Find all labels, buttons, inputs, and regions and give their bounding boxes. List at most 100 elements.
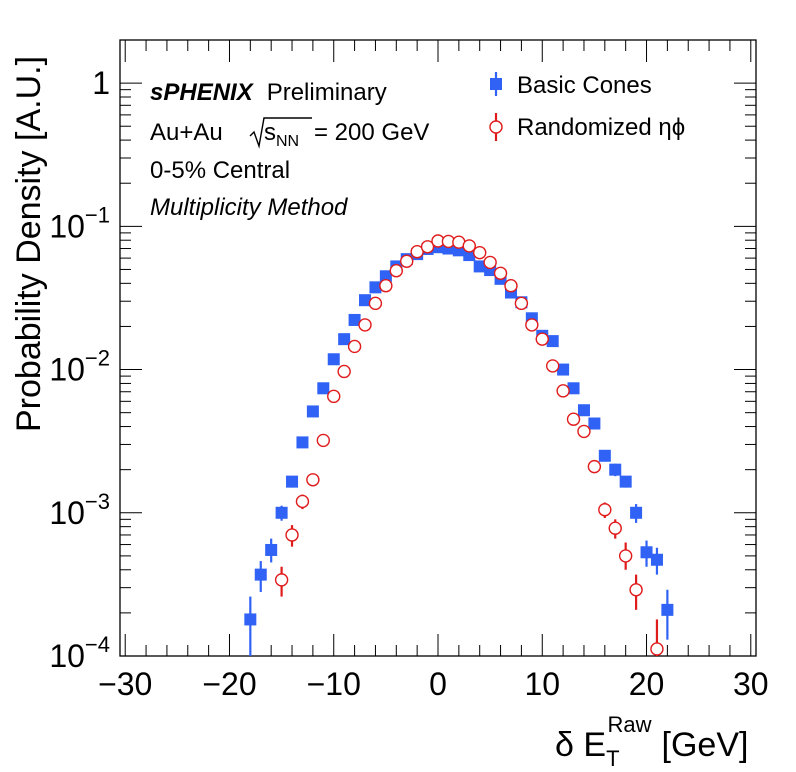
randomized-point <box>566 412 581 426</box>
y-tick-exponent: −2 <box>85 346 110 371</box>
randomized-point <box>327 389 341 404</box>
basic-cones-point <box>327 353 340 366</box>
legend: Basic Cones Randomized ηϕ <box>489 72 685 141</box>
randomized-point <box>608 521 622 535</box>
x-axis-title: δ ET Raw [GeV] <box>555 712 748 771</box>
brand-label: sPHENIX <box>150 79 255 106</box>
randomized-point <box>577 424 591 439</box>
y-tick-label: 10−3 <box>49 489 110 531</box>
randomized-point <box>295 494 310 509</box>
sqrt-symbol <box>249 117 312 149</box>
legend-random-label: Randomized ηϕ <box>517 114 685 141</box>
x-tick-label: −20 <box>202 666 256 702</box>
y-tick-mantissa: 10 <box>49 208 85 244</box>
preliminary-label: Preliminary <box>267 79 387 106</box>
legend-basic-marker <box>490 78 502 90</box>
y-axis-title: Probability Density [A.U.] <box>10 56 48 432</box>
randomized-point <box>400 254 414 268</box>
randomized-point <box>285 528 299 542</box>
basic-cones-point <box>296 436 309 449</box>
y-tick-exponent: −1 <box>85 202 110 227</box>
randomized-point <box>629 583 643 597</box>
annotation-line-1: sPHENIX Preliminary <box>150 79 387 106</box>
randomized-point <box>347 339 362 354</box>
basic-cones-point <box>598 449 611 462</box>
basic-cones-point <box>557 363 570 376</box>
randomized-point <box>514 296 529 311</box>
randomized-point <box>556 384 570 398</box>
randomized-point <box>389 264 403 278</box>
x-axis-title-suffix: [GeV] <box>662 726 749 764</box>
basic-cones-point <box>348 313 361 326</box>
basic-cones-point <box>369 281 382 294</box>
y-tick-exponent: −4 <box>85 632 110 657</box>
basic-cones-point <box>546 335 559 348</box>
x-axis-title-prefix: δ E <box>555 726 606 764</box>
basic-cones-point <box>640 546 653 559</box>
randomized-point <box>545 359 560 373</box>
legend-basic-label: Basic Cones <box>517 72 652 99</box>
basic-cones-point <box>254 568 267 581</box>
basic-cones-point <box>567 382 580 395</box>
basic-cones-point <box>379 270 392 283</box>
randomized-point <box>473 245 487 260</box>
randomized-point <box>316 433 331 448</box>
randomized-point <box>587 459 602 474</box>
x-axis-ticks <box>124 40 752 656</box>
randomized-point <box>462 239 476 253</box>
randomized-point <box>368 296 383 311</box>
basic-cones-point <box>661 603 674 616</box>
basic-cones-point <box>275 506 288 519</box>
y-tick-label: 10−4 <box>49 632 110 674</box>
y-tick-mantissa: 10 <box>49 352 85 388</box>
basic-cones-point <box>244 613 257 626</box>
y-tick-label: 10−1 <box>49 202 110 244</box>
randomized-point <box>483 255 497 270</box>
basic-cones-point <box>265 543 278 556</box>
basic-cones-point <box>619 475 632 488</box>
centrality-label: 0-5% Central <box>150 157 290 184</box>
randomized-point <box>306 473 320 487</box>
y-tick-label: 1 <box>92 65 110 101</box>
basic-cones-point <box>650 553 663 566</box>
randomized-point <box>379 279 393 293</box>
y-tick-label: 10−2 <box>49 346 110 388</box>
basic-cones-point <box>452 244 465 257</box>
basic-cones-point <box>338 333 351 346</box>
x-tick-label: 10 <box>524 666 560 702</box>
randomized-point <box>650 642 664 656</box>
y-axis-ticks <box>120 39 756 657</box>
x-tick-label: 30 <box>733 666 769 702</box>
x-axis-title-superscript: Raw <box>608 712 652 737</box>
series-randomized <box>274 234 664 656</box>
basic-cones-point <box>609 463 622 476</box>
randomized-point <box>274 573 289 587</box>
basic-cones-point <box>463 249 476 262</box>
x-axis-title-subscript: T <box>606 746 619 771</box>
basic-cones-point <box>630 506 643 519</box>
y-tick-mantissa: 10 <box>49 638 85 674</box>
basic-cones-point <box>306 405 319 418</box>
x-tick-label: −10 <box>307 666 361 702</box>
basic-cones-point <box>359 294 372 307</box>
randomized-point <box>358 318 372 332</box>
randomized-point <box>504 279 518 293</box>
method-label: Multiplicity Method <box>150 194 348 221</box>
randomized-point <box>535 332 549 346</box>
randomized-point <box>618 549 633 563</box>
basic-cones-point <box>286 475 299 488</box>
randomized-point <box>493 266 508 280</box>
x-axis-tick-labels: −30 −20 −10 0 10 20 30 <box>98 666 769 702</box>
basic-cones-point <box>588 417 601 430</box>
basic-cones-point <box>577 404 590 417</box>
legend-random-marker <box>489 120 503 134</box>
randomized-point <box>525 318 539 332</box>
sqrt-nn-subscript: NN <box>276 133 299 150</box>
collision-system-label: Au+Au <box>150 119 223 146</box>
y-axis-tick-labels: 110−110−210−310−4 <box>49 65 110 674</box>
x-tick-label: 0 <box>429 666 447 702</box>
y-tick-exponent: −3 <box>85 489 110 514</box>
y-tick-mantissa: 10 <box>49 495 85 531</box>
sqrt-radicand: sNN <box>264 119 299 150</box>
